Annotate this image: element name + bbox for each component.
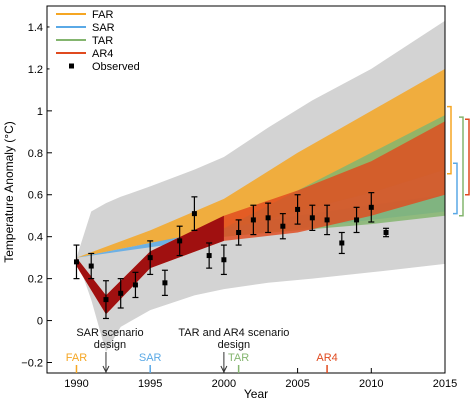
- observed-point: [191, 196, 198, 231]
- observed-marker: [132, 282, 138, 288]
- legend-label: SAR: [92, 22, 115, 34]
- y-tick-label: 0.6: [28, 190, 43, 202]
- observed-data-layer: [73, 192, 390, 320]
- observed-point: [220, 244, 227, 276]
- band-ar4: [76, 121, 445, 315]
- observed-point: [324, 204, 331, 236]
- side-brackets-layer: [447, 105, 470, 217]
- observed-marker: [339, 240, 345, 246]
- side-bracket-tar: [459, 116, 464, 217]
- annotation-arrowhead: [102, 365, 110, 374]
- report-marker-label: TAR: [228, 352, 249, 364]
- observed-marker: [221, 257, 227, 263]
- observed-point: [102, 280, 109, 320]
- observed-marker: [309, 215, 315, 221]
- observed-point: [206, 242, 213, 269]
- observed-marker: [324, 217, 330, 223]
- report-marker-label: SAR: [139, 352, 162, 364]
- x-tick-label: 1990: [64, 378, 88, 390]
- observed-marker: [118, 290, 124, 296]
- observed-point: [161, 269, 168, 297]
- y-tick-label: 0.2: [28, 274, 43, 286]
- x-tick-label: 2000: [212, 378, 236, 390]
- annotation-text: SAR scenario: [76, 327, 143, 339]
- annotation-text: design: [218, 339, 250, 351]
- observed-marker: [354, 217, 360, 223]
- legend-label: FAR: [92, 9, 113, 21]
- observed-point: [235, 219, 242, 246]
- observed-point: [368, 192, 375, 223]
- observed-point: [353, 206, 360, 234]
- legend-swatch-observed: [69, 63, 74, 69]
- observed-point: [250, 204, 257, 236]
- observed-point: [294, 194, 301, 225]
- side-bracket-sar: [453, 162, 458, 215]
- observed-marker: [88, 263, 94, 269]
- observed-marker: [236, 229, 242, 235]
- legend-label: Observed: [92, 61, 140, 73]
- observed-point: [147, 240, 154, 276]
- observed-marker: [265, 215, 271, 221]
- observed-marker: [177, 238, 183, 244]
- observed-point: [88, 252, 95, 280]
- y-tick-label: 1: [37, 106, 43, 118]
- observed-marker: [162, 280, 168, 286]
- observed-point: [117, 278, 124, 309]
- y-tick-label: 1.4: [28, 22, 43, 34]
- observed-marker: [368, 204, 374, 210]
- side-bracket-ar4: [465, 118, 470, 196]
- observed-marker: [73, 259, 79, 265]
- y-axis-label: Temperature Anomaly (°C): [2, 121, 16, 263]
- x-axis-label: Year: [244, 387, 268, 401]
- legend-label: AR4: [92, 48, 113, 60]
- report-marker-label: AR4: [316, 352, 337, 364]
- observed-marker: [206, 253, 212, 259]
- annotation-text: TAR and AR4 scenario: [178, 327, 289, 339]
- observed-marker: [280, 223, 286, 229]
- x-tick-label: 1995: [138, 378, 162, 390]
- y-tick-label: 0: [37, 316, 43, 328]
- observed-point: [176, 225, 183, 257]
- observed-point: [279, 213, 286, 240]
- observed-point: [309, 204, 316, 231]
- y-tick-label: 0.8: [28, 148, 43, 160]
- observed-marker: [250, 217, 256, 223]
- x-tick-label: 2015: [433, 378, 457, 390]
- observed-marker: [295, 206, 301, 212]
- observed-point: [383, 227, 390, 238]
- legend-label: TAR: [92, 35, 113, 47]
- y-tick-label: 1.2: [28, 64, 43, 76]
- plot-frame: [46, 5, 446, 374]
- side-bracket-far: [447, 105, 452, 175]
- observed-marker: [383, 229, 389, 235]
- observed-point: [265, 202, 272, 234]
- axes-layer: −0.2 0 0.2 0.4 0.6 0.8 1 1.2 1.4 1990 1995 2000 2005…: [21, 5, 457, 390]
- observed-marker: [147, 255, 153, 261]
- report-marker-label: FAR: [66, 352, 87, 364]
- y-tick-label: 0.4: [28, 232, 43, 244]
- x-tick-label: 2010: [359, 378, 383, 390]
- annotation-text: design: [94, 339, 126, 351]
- observed-point: [132, 271, 139, 299]
- x-tick-label: 2005: [285, 378, 309, 390]
- observed-point: [338, 231, 345, 255]
- annotation-arrowhead: [220, 365, 228, 374]
- observed-marker: [191, 211, 197, 217]
- projection-bands-layer: [76, 68, 445, 315]
- observed-point: [73, 244, 80, 280]
- observed-marker: [103, 297, 109, 303]
- y-tick-label: −0.2: [21, 358, 43, 370]
